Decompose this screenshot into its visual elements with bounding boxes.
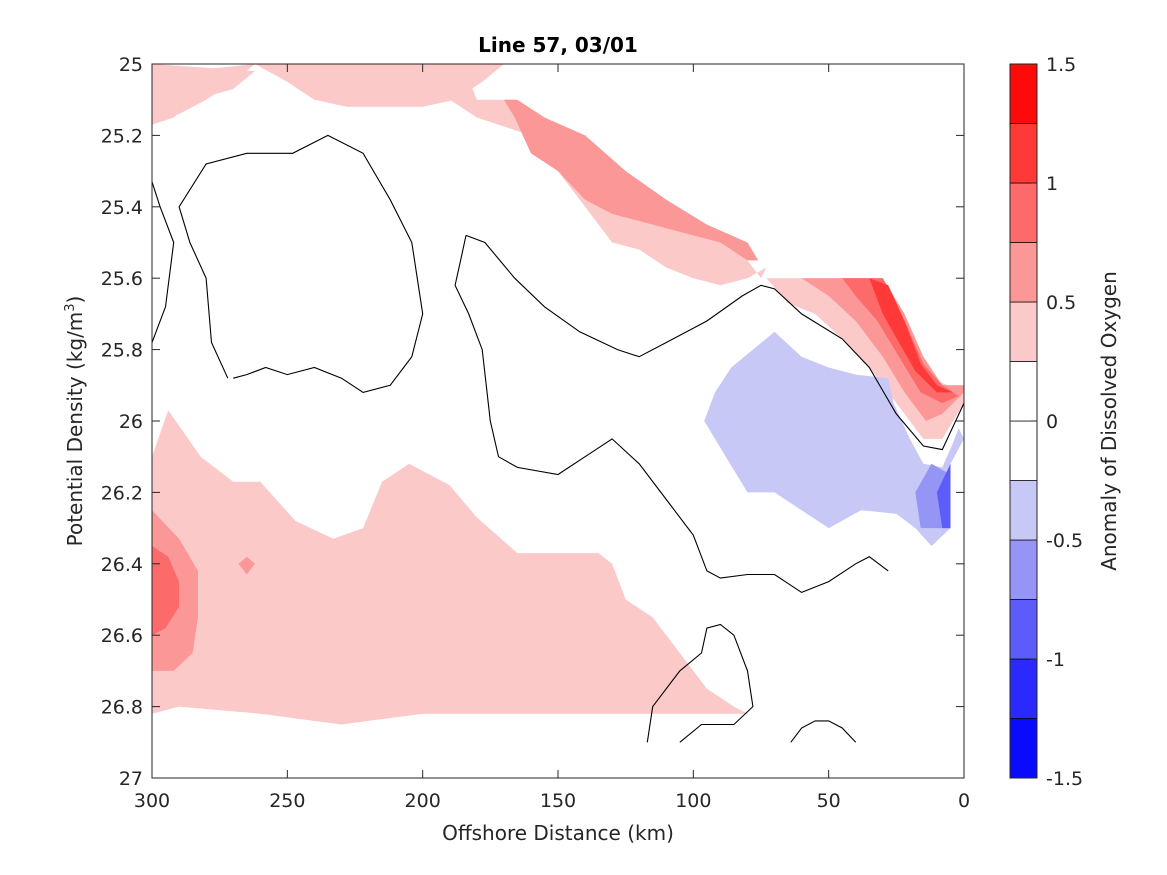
x-tick-label: 150 [540, 790, 576, 812]
y-tick-label: 25 [119, 54, 143, 76]
colorbar-swatch [1009, 63, 1038, 124]
filled-region-5 [503, 99, 759, 261]
y-tick-label: 26.2 [101, 482, 143, 504]
filled-region-12 [704, 331, 964, 546]
y-axis-label-close: ) [63, 296, 87, 304]
colorbar-tick-label: 1 [1046, 173, 1058, 195]
colorbar: 1.5 1 0.5 0 -0.5 -1 -1.5 [1009, 54, 1083, 790]
x-axis-label: Offshore Distance (km) [442, 821, 674, 845]
colorbar-label: Anomaly of Dissolved Oxygen [1097, 271, 1121, 571]
x-axis-ticks: 300 250 200 150 100 50 0 [134, 64, 970, 812]
colorbar-swatch [1009, 718, 1038, 779]
y-tick-label: 26 [119, 411, 143, 433]
colorbar-tick-label: 1.5 [1046, 54, 1076, 76]
y-tick-label: 25.4 [101, 197, 143, 219]
zero-contour-0 [152, 181, 175, 343]
y-axis-label-main: Potential Density (kg/m [63, 312, 87, 547]
y-tick-label: 27 [119, 768, 143, 790]
colorbar-swatch [1009, 123, 1038, 184]
x-tick-label: 250 [269, 790, 305, 812]
zero-contour-1 [178, 134, 424, 393]
filled-region-9 [152, 546, 180, 636]
colorbar-swatch [1009, 182, 1038, 243]
y-tick-label: 25.6 [101, 268, 143, 290]
y-axis-label: Potential Density (kg/m3) [63, 296, 87, 547]
y-tick-label: 25.2 [101, 125, 143, 147]
x-tick-label: 100 [675, 790, 711, 812]
filled-region-11 [869, 278, 954, 393]
colorbar-tick-label: -0.5 [1046, 530, 1083, 552]
filled-region-1 [152, 64, 255, 125]
x-tick-label: 300 [134, 790, 170, 812]
colorbar-tick-label: 0 [1046, 411, 1058, 433]
x-tick-label: 50 [817, 790, 841, 812]
filled-region-7 [238, 556, 255, 575]
y-axis-label-superscript: 3 [63, 303, 78, 311]
y-tick-label: 26.6 [101, 625, 143, 647]
y-axis-ticks: 25 25.2 25.4 25.6 25.8 26 26.2 26.4 26.6 26.8 27 [101, 54, 964, 790]
colorbar-swatch [1009, 599, 1038, 660]
colorbar-swatch [1009, 658, 1038, 719]
y-tick-label: 26.8 [101, 697, 143, 719]
colorbar-swatch [1009, 242, 1038, 303]
zero-contour-2 [465, 234, 964, 451]
colorbar-tick-label: -1 [1046, 649, 1065, 671]
colorbar-swatch [1009, 539, 1038, 600]
y-tick-label: 26.4 [101, 554, 143, 576]
colorbar-tick-label: 0.5 [1046, 292, 1076, 314]
colorbar-tick-label: -1.5 [1046, 768, 1083, 790]
chart-title: Line 57, 03/01 [478, 33, 638, 57]
colorbar-swatch [1009, 480, 1038, 541]
filled-contours [152, 64, 964, 725]
y-tick-label: 25.8 [101, 340, 143, 362]
x-tick-label: 0 [958, 790, 970, 812]
colorbar-swatch [1009, 361, 1038, 422]
colorbar-swatch [1009, 420, 1038, 481]
zero-contour-3 [454, 235, 889, 594]
filled-region-3 [152, 410, 748, 725]
zero-contour-lines [152, 134, 964, 743]
filled-region-14 [936, 463, 951, 529]
zero-contour-4 [646, 623, 754, 743]
zero-contour-5 [790, 720, 857, 743]
x-tick-label: 200 [405, 790, 441, 812]
colorbar-swatch [1009, 301, 1038, 362]
